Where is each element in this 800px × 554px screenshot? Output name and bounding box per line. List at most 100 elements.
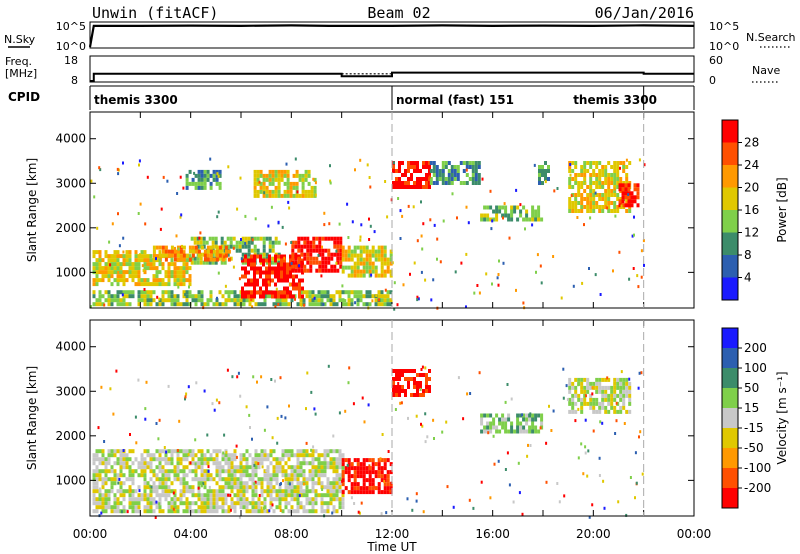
data-cell [233,481,237,486]
data-cell [233,298,237,303]
cpid-segment-label: themis 3300 [94,93,178,107]
data-cell [98,487,101,491]
data-cell [522,417,526,422]
data-cell [432,418,435,422]
data-cell [462,181,466,185]
data-cell [292,282,295,287]
data-cell [244,254,247,259]
data-cell [580,173,584,177]
data-cell [250,290,253,295]
data-cell [296,489,300,494]
data-cell [207,469,210,473]
data-cell [251,305,254,309]
data-cell [137,270,141,275]
data-cell [156,295,159,299]
data-cell [607,189,611,193]
data-cell [218,485,222,490]
data-cell [122,258,126,263]
data-cell [184,395,187,399]
data-cell [170,505,174,510]
data-cell [350,298,354,303]
data-cell [143,489,147,494]
data-cell [242,493,246,498]
data-cell [486,425,490,430]
data-cell [395,169,398,173]
data-cell [182,489,186,494]
data-cell [306,268,310,273]
data-cell [212,505,216,510]
data-cell [190,256,194,261]
data-cell [176,453,180,458]
data-cell [104,274,108,279]
data-cell [469,392,472,395]
data-cell [263,302,267,307]
data-cell [230,505,234,510]
data-cell [490,227,493,231]
data-cell [294,240,298,245]
data-cell [134,254,138,259]
data-cell [211,244,215,249]
data-cell [262,181,266,186]
data-cell [275,489,279,494]
data-cell [471,177,475,181]
data-cell [202,240,206,245]
data-cell [536,253,539,257]
data-cell [604,385,608,390]
data-cell [303,256,307,261]
data-cell [589,401,593,406]
data-cell [363,420,366,424]
data-cell [595,201,599,205]
data-cell [182,493,186,498]
data-cell [356,257,360,262]
data-cell [200,493,204,498]
data-cell [320,290,324,295]
data-cell [586,381,590,386]
data-cell [633,233,635,237]
data-cell [256,181,260,186]
data-cell [191,469,195,474]
data-cell [100,385,103,389]
data-cell [619,181,623,185]
data-cell [583,401,587,406]
data-cell [531,205,535,210]
data-cell [311,473,315,478]
data-cell [318,236,322,241]
data-cell [253,236,257,241]
data-cell [361,396,364,400]
data-cell [621,187,625,192]
data-cell [277,294,280,299]
data-cell [425,185,428,189]
data-cell [295,274,298,279]
data-cell [516,421,520,426]
data-cell [416,389,419,393]
data-cell [152,262,156,267]
data-cell [374,302,378,307]
data-cell [128,302,132,307]
data-cell [619,377,623,382]
data-cell [344,409,347,413]
data-cell [212,509,216,514]
data-cell [194,185,198,190]
data-cell [293,509,297,514]
data-cell [332,477,336,482]
data-cell [618,250,621,254]
data-cell [389,470,393,475]
data-cell [420,234,423,238]
data-cell [638,435,640,439]
data-cell [525,413,529,418]
data-cell [173,473,177,478]
data-cell [598,193,602,197]
data-cell [291,248,295,253]
data-cell [185,505,189,510]
colorbar-swatch [722,428,738,449]
data-cell [272,465,276,470]
data-cell [362,470,366,475]
data-cell [271,173,275,178]
data-cell [416,165,419,169]
data-cell [616,173,620,177]
data-cell [95,453,99,458]
data-cell [528,425,532,430]
data-cell [209,185,213,190]
data-cell [451,192,454,196]
data-cell [140,461,144,466]
